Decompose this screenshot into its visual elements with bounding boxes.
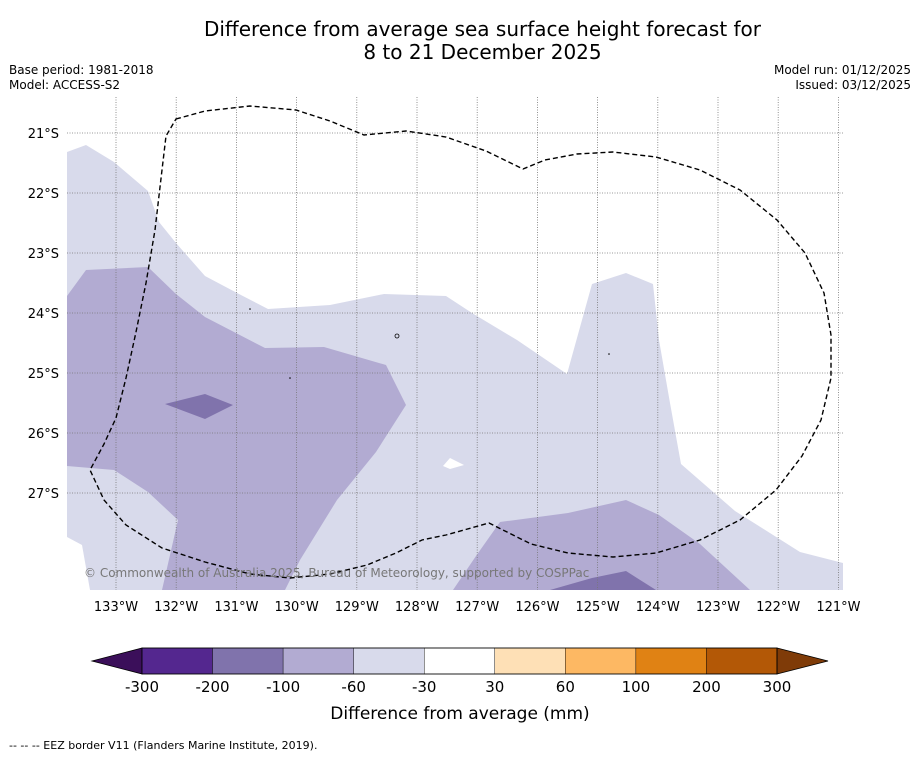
longitude-label: 123°W [696, 600, 740, 615]
longitude-label: 130°W [275, 600, 319, 615]
colorbar-boxes [141, 647, 778, 675]
anomaly-region-dark-southeast [550, 571, 656, 590]
latitude-labels: 21°S 22°S 23°S 24°S 25°S 26°S 27°S [28, 127, 59, 502]
colorbar-tick-label: -200 [196, 678, 230, 696]
longitude-label: 125°W [576, 600, 620, 615]
contour-mark [249, 308, 251, 310]
latitude-label: 27°S [28, 487, 59, 502]
colorbar-tick-label: -30 [412, 678, 437, 696]
base-period: Base period: 1981-2018 [9, 63, 154, 77]
contour-mark [289, 377, 291, 379]
colorbar-box [424, 647, 495, 675]
colorbar-tick-label: 200 [692, 678, 721, 696]
meta-left: Base period: 1981-2018 Model: ACCESS-S2 [9, 63, 154, 93]
colorbar-ticks: -300 -200 -100 -60 -30 30 60 100 200 300 [125, 678, 791, 696]
longitude-label: 126°W [515, 600, 559, 615]
colorbar-tick-label: -60 [341, 678, 366, 696]
map-grid [67, 97, 843, 590]
colorbar-box [212, 647, 284, 675]
latitude-label: 22°S [28, 187, 59, 202]
longitude-label: 133°W [94, 600, 138, 615]
model-name: Model: ACCESS-S2 [9, 78, 121, 92]
copyright-text: © Commonwealth of Australia 2025, Bureau… [84, 566, 589, 580]
colorbar-tick-label: -300 [125, 678, 159, 696]
colorbar-label: Difference from average (mm) [330, 704, 589, 724]
latitude-label: 25°S [28, 367, 59, 382]
colorbar-under-arrow [90, 647, 143, 675]
colorbar-tick-label: 60 [556, 678, 575, 696]
latitude-label: 26°S [28, 427, 59, 442]
contour-mark [394, 333, 400, 339]
colorbar-box [635, 647, 707, 675]
footer-note: -- -- -- EEZ border V11 (Flanders Marine… [9, 739, 318, 752]
anomaly-region-medium-southeast [453, 500, 750, 590]
colorbar-tick-label: 300 [763, 678, 792, 696]
longitude-labels: 133°W 132°W 131°W 130°W 129°W 128°W 127°W 126°W… [94, 600, 861, 615]
anomaly-region-medium-west [67, 267, 406, 590]
longitude-label: 131°W [214, 600, 258, 615]
colorbar: -300 -200 -100 -60 -30 30 60 100 200 300 Differen… [90, 647, 829, 724]
colorbar-tick-label: 30 [485, 678, 504, 696]
colorbar-box [282, 647, 354, 675]
longitude-label: 132°W [154, 600, 198, 615]
colorbar-over-arrow [776, 647, 829, 675]
longitude-label: 129°W [335, 600, 379, 615]
title-line-2: 8 to 21 December 2025 [363, 40, 602, 64]
title-line-1: Difference from average sea surface heig… [203, 17, 762, 41]
colorbar-tick-label: 100 [622, 678, 651, 696]
colorbar-box [353, 647, 425, 675]
colorbar-box [141, 647, 213, 675]
model-run: Model run: 01/12/2025 [773, 63, 911, 77]
colorbar-tick-label: -100 [266, 678, 300, 696]
anomaly-region-neutral [443, 458, 464, 469]
latitude-label: 23°S [28, 247, 59, 262]
anomaly-region-dark [165, 394, 233, 419]
colorbar-box [706, 647, 778, 675]
map-title: Difference from average sea surface heig… [0, 18, 919, 64]
colorbar-frame [141, 647, 778, 675]
colorbar-box [494, 647, 566, 675]
contour-mark [608, 353, 610, 355]
eez-border [89, 105, 832, 579]
map-plot: © Commonwealth of Australia 2025, Bureau… [28, 97, 861, 615]
longitude-label: 127°W [455, 600, 499, 615]
meta-right: Model run: 01/12/2025 Issued: 03/12/2025 [774, 63, 911, 93]
longitude-label: 122°W [756, 600, 800, 615]
latitude-label: 24°S [28, 307, 59, 322]
longitude-label: 124°W [636, 600, 680, 615]
longitude-label: 121°W [816, 600, 860, 615]
anomaly-region-neutral-southwest [67, 537, 90, 590]
longitude-label: 128°W [395, 600, 439, 615]
issued-date: Issued: 03/12/2025 [795, 78, 911, 92]
latitude-label: 21°S [28, 127, 59, 142]
colorbar-box [565, 647, 637, 675]
